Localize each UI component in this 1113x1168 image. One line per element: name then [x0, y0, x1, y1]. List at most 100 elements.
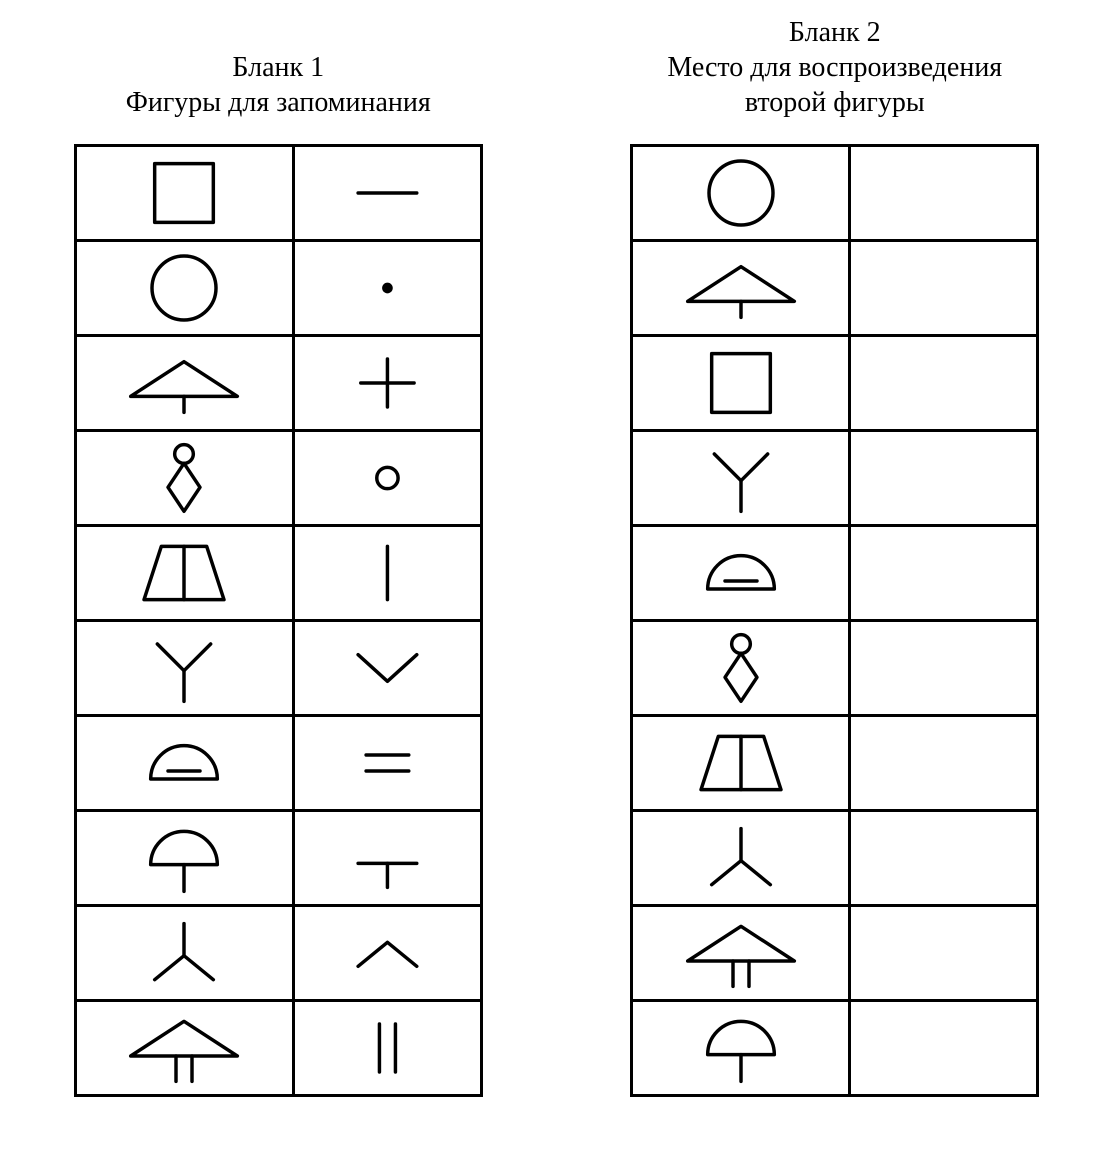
table-row [632, 526, 1038, 621]
cell-figure [75, 906, 293, 1001]
empty-icon [866, 153, 1021, 233]
table-row [632, 621, 1038, 716]
cell-figure [632, 431, 850, 526]
Y-down-icon [651, 438, 831, 518]
empty-icon [866, 818, 1021, 898]
Y-down-icon [94, 628, 274, 708]
blank1-title-line: Бланк 1 [126, 50, 431, 85]
blank2-title-line: Место для воспроизведения [667, 50, 1002, 85]
cell-answer [850, 1001, 1038, 1096]
cell-figure [632, 526, 850, 621]
table-row [632, 431, 1038, 526]
cell-answer [293, 1001, 481, 1096]
cell-answer [293, 906, 481, 1001]
table-row [632, 811, 1038, 906]
cell-answer [850, 336, 1038, 431]
cell-answer [850, 431, 1038, 526]
cell-figure [632, 146, 850, 241]
small-circle-icon [310, 438, 465, 518]
cell-answer [850, 716, 1038, 811]
table-row [75, 716, 481, 811]
empty-icon [866, 343, 1021, 423]
hline-icon [310, 153, 465, 233]
table-row [75, 1001, 481, 1096]
cell-answer [293, 241, 481, 336]
table-row [75, 431, 481, 526]
cell-figure [632, 906, 850, 1001]
blank2-title: Бланк 2 Место для воспроизведения второй… [667, 10, 1002, 120]
table-row [632, 146, 1038, 241]
empty-icon [866, 1008, 1021, 1088]
cell-figure [75, 716, 293, 811]
triangle-double-stem-icon [94, 1008, 274, 1088]
vline-icon [310, 533, 465, 613]
blank2-title-line: Бланк 2 [667, 15, 1002, 50]
cell-answer [293, 621, 481, 716]
cell-figure [75, 146, 293, 241]
table-row [632, 336, 1038, 431]
semicircle-stem-icon [651, 1008, 831, 1088]
triangle-double-stem-icon [651, 913, 831, 993]
table-row [75, 621, 481, 716]
cell-figure [632, 621, 850, 716]
cell-answer [850, 811, 1038, 906]
empty-icon [866, 628, 1021, 708]
square-icon [651, 343, 831, 423]
plus-icon [310, 343, 465, 423]
cell-answer [293, 431, 481, 526]
blank1: Бланк 1 Фигуры для запоминания [74, 10, 483, 1168]
cell-answer [293, 811, 481, 906]
cell-figure [75, 336, 293, 431]
Y-up-icon [94, 913, 274, 993]
table-row [632, 906, 1038, 1001]
circle-over-diamond-icon [651, 628, 831, 708]
cell-answer [293, 336, 481, 431]
Y-up-icon [651, 818, 831, 898]
table-row [75, 526, 481, 621]
blank1-title-line: Фигуры для запоминания [126, 85, 431, 120]
semicircle-dash-icon [94, 723, 274, 803]
dot-icon [310, 248, 465, 328]
cell-figure [632, 241, 850, 336]
semicircle-stem-icon [94, 818, 274, 898]
empty-icon [866, 913, 1021, 993]
double-vline-icon [310, 1008, 465, 1088]
cell-answer [293, 146, 481, 241]
blank2-title-line: второй фигуры [667, 85, 1002, 120]
cell-answer [850, 526, 1038, 621]
table-row [75, 906, 481, 1001]
empty-icon [866, 533, 1021, 613]
cell-answer [850, 146, 1038, 241]
cell-figure [75, 811, 293, 906]
T-down-icon [310, 818, 465, 898]
table-row [632, 1001, 1038, 1096]
cell-figure [632, 1001, 850, 1096]
caret-icon [310, 913, 465, 993]
cell-figure [75, 241, 293, 336]
table-row [75, 146, 481, 241]
table-row [75, 811, 481, 906]
trapezoid-split-icon [651, 723, 831, 803]
cell-figure [632, 336, 850, 431]
cell-figure [75, 1001, 293, 1096]
circle-icon [94, 248, 274, 328]
empty-icon [866, 248, 1021, 328]
cell-figure [75, 431, 293, 526]
circle-over-diamond-icon [94, 438, 274, 518]
cell-figure [75, 621, 293, 716]
table-row [75, 241, 481, 336]
semicircle-dash-icon [651, 533, 831, 613]
cell-figure [632, 811, 850, 906]
table-row [75, 336, 481, 431]
blank2: Бланк 2 Место для воспроизведения второй… [630, 10, 1039, 1168]
table-row [632, 716, 1038, 811]
equals-icon [310, 723, 465, 803]
cell-answer [850, 241, 1038, 336]
cell-answer [850, 621, 1038, 716]
square-icon [94, 153, 274, 233]
cell-answer [293, 526, 481, 621]
cell-answer [850, 906, 1038, 1001]
flat-triangle-tick-icon [94, 343, 274, 423]
blank1-table [74, 144, 483, 1097]
cell-figure [632, 716, 850, 811]
